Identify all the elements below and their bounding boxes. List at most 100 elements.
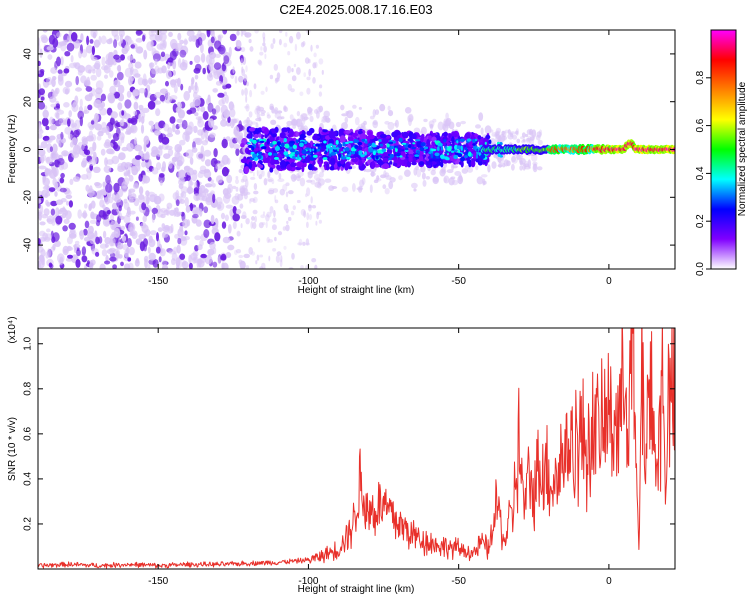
spectrogram-cell (357, 141, 363, 146)
spectrogram-cell (526, 137, 531, 142)
spectrogram-cell (498, 134, 506, 143)
spectrogram-cell (208, 62, 214, 71)
spectrogram-cell (537, 139, 543, 146)
spectrogram-cell (60, 41, 67, 52)
spectrogram-cell (68, 230, 77, 238)
spectrogram-cell (318, 161, 322, 168)
spectrogram-cell (392, 162, 398, 167)
spectrogram-cell (101, 249, 108, 257)
spectrogram-cell (283, 105, 287, 112)
spectrogram-cell (398, 158, 403, 165)
spectrogram-cell (340, 104, 345, 111)
spectrogram-x-ticks: -150 -100 -50 0 (148, 30, 612, 287)
spectrogram-cell (312, 148, 315, 152)
spectrogram-cell (56, 56, 61, 67)
spectrogram-cell (213, 247, 217, 255)
spectrogram-cell (372, 155, 375, 159)
spectrogram-cell (123, 214, 131, 224)
spectrogram-cell (203, 219, 212, 229)
spectrogram-cell (289, 149, 296, 153)
spectrogram-cell (254, 215, 257, 223)
spectrogram-cell (257, 237, 261, 243)
spectrogram-cell (451, 179, 459, 186)
spectrogram-cell (203, 206, 209, 214)
colorbar-label: Normalized spectral amplitude (737, 81, 748, 216)
spectrogram-cell (85, 45, 94, 54)
spectrogram-cell (174, 129, 181, 135)
spectrogram-cell (161, 264, 169, 269)
spectrogram-cell (296, 199, 301, 204)
spectrogram-cell (275, 254, 280, 263)
spectrogram-cell (265, 157, 270, 162)
spectrogram-cell (185, 149, 194, 159)
spectrogram-cell (322, 115, 328, 120)
spectrogram-cell (450, 150, 455, 153)
spectrogram-cell (312, 77, 316, 84)
spectrogram-cell (301, 164, 305, 173)
spectrogram-cell (99, 107, 108, 116)
spectrogram-cell (312, 154, 318, 158)
spectrogram-cell (123, 177, 130, 186)
spectrogram-cell (296, 110, 301, 117)
spectrogram-cell (337, 143, 343, 149)
spectrogram-cell (443, 139, 447, 143)
spectrogram-cell (117, 84, 125, 94)
spectrogram-y-axis-title: Frequency (Hz) (7, 115, 18, 184)
spectrogram-cell (113, 39, 118, 49)
spectrogram-cell (533, 163, 537, 170)
spectrogram-cell (167, 148, 174, 157)
spectrogram-cell (159, 94, 166, 102)
spectrogram-cell (42, 136, 50, 141)
spectrogram-cell (259, 51, 264, 56)
spectrogram-cell (246, 120, 253, 127)
spectrogram-cell (464, 132, 471, 139)
spectrogram-cell (382, 163, 390, 170)
spectrogram-cell (445, 112, 449, 120)
spectrogram-cell (274, 146, 280, 151)
spectrogram-cell (102, 230, 107, 239)
spectrogram-cell (270, 43, 274, 50)
spectrogram-cell (142, 73, 147, 84)
spectrogram-cell (357, 130, 363, 135)
spectrogram-cell (298, 147, 303, 153)
spectrogram-cell (467, 151, 472, 157)
spectrogram-cell (373, 164, 380, 168)
spectrogram-cell (143, 230, 148, 238)
spectrogram-cell (95, 251, 100, 257)
spectrogram-cell (212, 261, 218, 268)
spectrogram-cell (213, 70, 222, 80)
spectrogram-cell (138, 104, 144, 110)
spectrogram-cell (126, 237, 132, 248)
spectrogram-cell (423, 146, 429, 150)
spectrogram-cell (456, 145, 461, 150)
spectrogram-cell (56, 32, 62, 38)
spectrogram-cell (306, 154, 311, 163)
spectrogram-cell (110, 220, 117, 231)
spectrogram-cell (251, 251, 256, 256)
spectrogram-cell (100, 35, 107, 45)
spectrogram-cell (288, 35, 294, 44)
spectrogram-cell (407, 144, 412, 149)
spectrogram-cell (150, 79, 157, 84)
spectrogram-cell (454, 171, 462, 176)
snr-panel: -150 -100 -50 0 0.2 0.4 0.6 0.8 1.0 Height of s… (7, 316, 676, 595)
spectrogram-cell (84, 203, 88, 209)
spectrogram-cell (315, 44, 319, 49)
spectrogram-cell (128, 174, 134, 182)
spectrogram-cell (348, 140, 354, 144)
spectrogram-cell (89, 39, 94, 44)
spectrogram-cell (286, 220, 289, 225)
spectrogram-cell (304, 57, 310, 64)
spectrogram-cell (141, 202, 147, 211)
spectrogram-cell (472, 138, 476, 143)
spectrogram-cell (253, 196, 258, 203)
spectrogram-cell (194, 112, 199, 117)
spectrogram-cell (328, 185, 335, 191)
spectrogram-cell (125, 164, 131, 174)
spectrogram-cell (38, 213, 42, 221)
spectrogram-cell (39, 48, 43, 58)
spectrogram-cell (294, 43, 298, 52)
spectrogram-cell (322, 157, 327, 160)
spectrogram-cell (245, 65, 248, 73)
